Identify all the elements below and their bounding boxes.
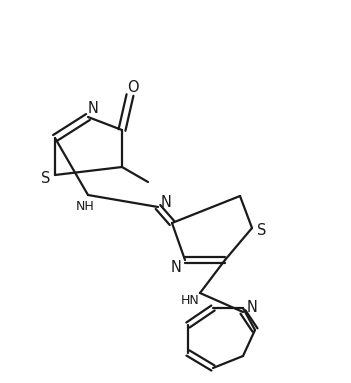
- Text: N: N: [160, 195, 171, 210]
- Text: S: S: [41, 170, 51, 185]
- Text: NH: NH: [75, 200, 94, 213]
- Text: S: S: [257, 223, 267, 237]
- Text: N: N: [171, 260, 181, 275]
- Text: O: O: [127, 80, 139, 95]
- Text: N: N: [87, 100, 98, 116]
- Text: N: N: [246, 300, 257, 314]
- Text: HN: HN: [181, 295, 199, 308]
